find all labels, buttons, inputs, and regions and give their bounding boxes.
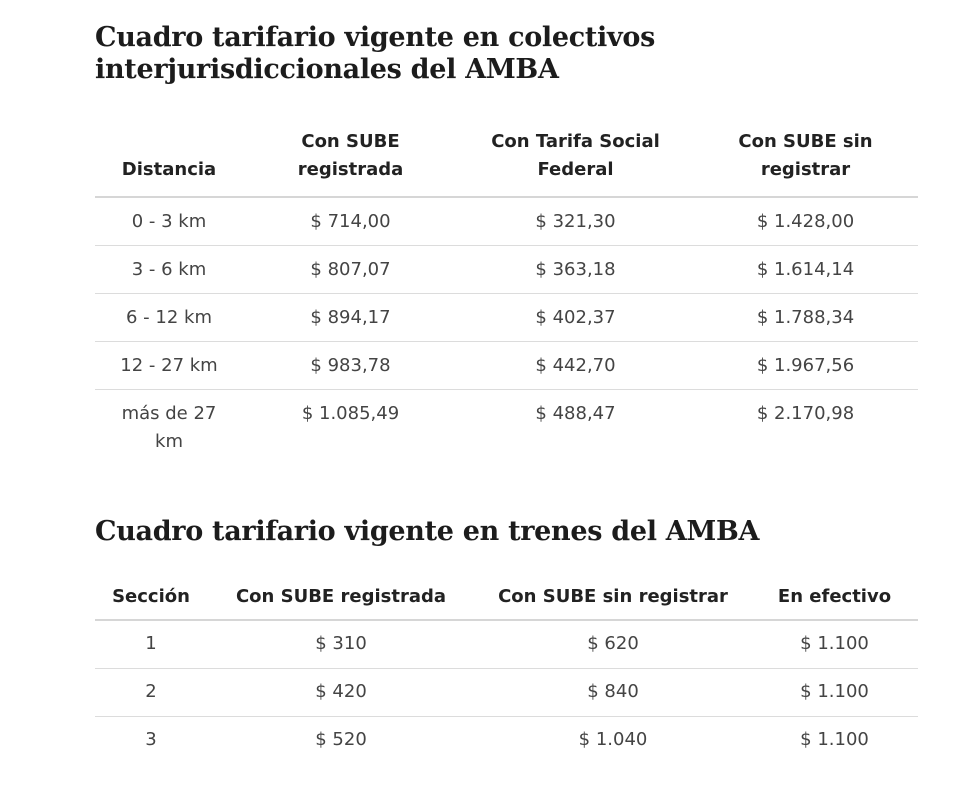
column-header-sube-sin-registrar: Con SUBE sin registrar (475, 575, 751, 621)
table-cell: 1 (145, 633, 157, 654)
table-cell: $ 1.100 (751, 667, 918, 716)
table-cell: $ 1.040 (475, 715, 751, 764)
column-header-sube-sin-registrar: Con SUBE sin registrar (693, 116, 918, 198)
table-cell: $ 310 (315, 633, 367, 654)
table-row: 0 - 3 km $ 714,00 $ 321,30 $ 1.428,00 (95, 197, 918, 245)
column-header-sube-registrada: Con SUBE registrada (207, 575, 475, 621)
table-row: 3 $ 520 $ 1.040 $ 1.100 (95, 715, 918, 764)
train-fares-table: Sección Con SUBE registrada Con SUBE sin… (95, 575, 918, 764)
table-row: 12 - 27 km $ 983,78 $ 442,70 $ 1.967,56 (95, 340, 918, 389)
table-cell: $ 488,47 (458, 388, 693, 459)
column-header-tarifa-social: Con Tarifa Social Federal (458, 116, 693, 198)
table-row: 3 - 6 km $ 807,07 $ 363,18 $ 1.614,14 (95, 244, 918, 293)
table-cell: $ 520 (207, 715, 475, 764)
table-cell: 6 - 12 km (95, 292, 243, 341)
table-cell: 2 (95, 667, 207, 716)
table-cell: $ 1.100 (751, 715, 918, 764)
column-header-seccion: Sección (95, 575, 207, 621)
table-cell: $ 363,18 (458, 244, 693, 293)
column-header-distancia: Distancia (95, 116, 243, 198)
bus-fares-title: Cuadro tarifario vigente en colectivos i… (95, 22, 656, 85)
table-cell: $ 894,17 (243, 292, 458, 341)
table-row: 6 - 12 km $ 894,17 $ 402,37 $ 1.788,34 (95, 292, 918, 341)
train-fares-title: Cuadro tarifario vigente en trenes del A… (95, 516, 760, 547)
table-cell: 12 - 27 km (95, 340, 243, 389)
table-cell: $ 1.085,49 (243, 388, 458, 459)
table-cell: $ 1.614,14 (693, 244, 918, 293)
table-header-row: Sección Con SUBE registrada Con SUBE sin… (95, 575, 918, 621)
table-row: más de 27 km $ 1.085,49 $ 488,47 $ 2.170… (95, 388, 918, 459)
table-cell: $ 1.788,34 (693, 292, 918, 341)
table-cell: $ 420 (207, 667, 475, 716)
table-cell: $ 321,30 (535, 211, 616, 232)
column-header-sube-registrada: Con SUBE registrada (243, 116, 458, 198)
table-cell: $ 983,78 (243, 340, 458, 389)
table-cell: $ 620 (587, 633, 639, 654)
table-cell: 0 - 3 km (131, 211, 207, 232)
table-cell: $ 2.170,98 (693, 388, 918, 459)
table-cell: $ 1.428,00 (756, 211, 855, 232)
table-row: 2 $ 420 $ 840 $ 1.100 (95, 667, 918, 716)
table-header-row: Distancia Con SUBE registrada Con Tarifa… (95, 116, 918, 198)
table-cell: $ 807,07 (243, 244, 458, 293)
column-header-efectivo: En efectivo (751, 575, 918, 621)
table-cell: $ 840 (475, 667, 751, 716)
table-cell: $ 442,70 (458, 340, 693, 389)
table-cell: $ 1.100 (800, 633, 869, 654)
table-row: 1 $ 310 $ 620 $ 1.100 (95, 620, 918, 668)
table-cell: $ 714,00 (310, 211, 391, 232)
bus-fares-table: Distancia Con SUBE registrada Con Tarifa… (95, 116, 918, 459)
table-cell: $ 402,37 (458, 292, 693, 341)
table-cell: $ 1.967,56 (693, 340, 918, 389)
table-cell: 3 (95, 715, 207, 764)
table-cell: más de 27 km (95, 388, 243, 459)
table-cell: 3 - 6 km (95, 244, 243, 293)
